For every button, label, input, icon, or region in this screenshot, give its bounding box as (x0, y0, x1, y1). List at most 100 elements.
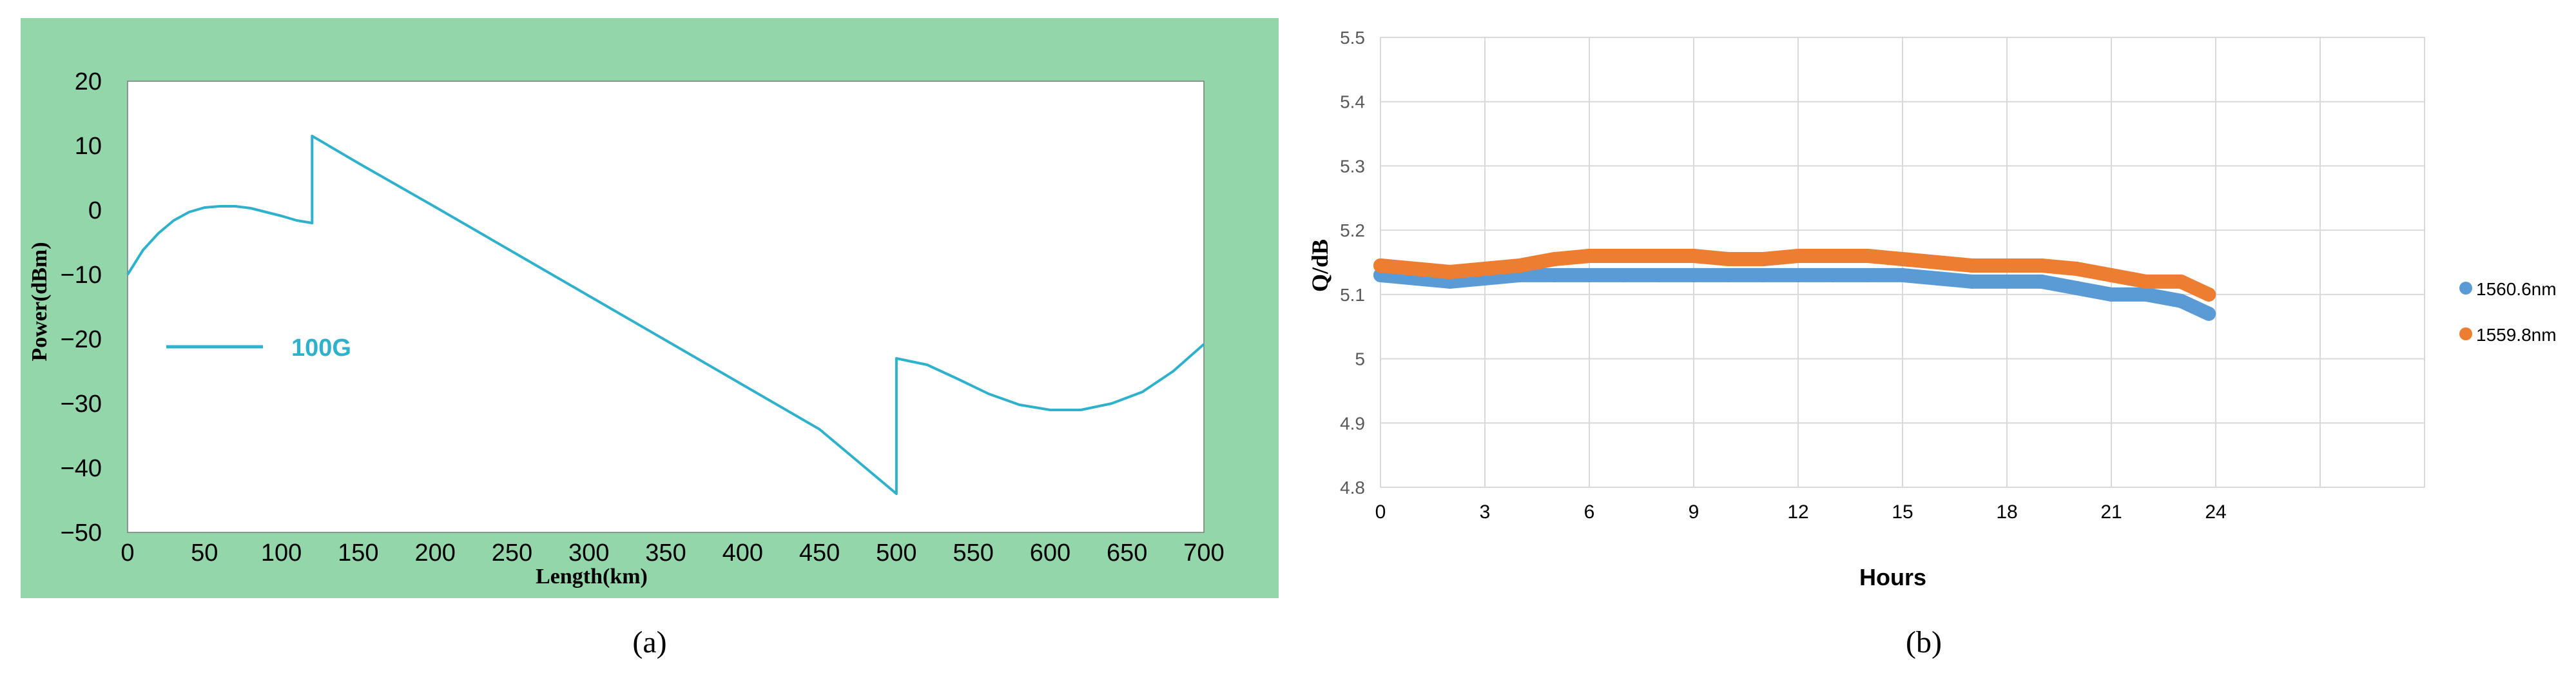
series-point-1559 (1895, 252, 1910, 267)
panel-a-x-tick-label: 300 (568, 539, 609, 567)
panel-b-y-tick-label: 4.9 (1340, 413, 1365, 433)
panel-a-y-tick-label: 10 (75, 133, 102, 160)
legend-label-1560: 1560.6nm (2476, 279, 2557, 299)
series-line-100g (126, 135, 1205, 495)
series-point-1559 (1513, 258, 1527, 273)
series-point-1560 (2035, 274, 2049, 289)
series-point-1559 (2202, 287, 2216, 302)
series-point-1559 (2174, 274, 2188, 289)
panel-a-x-tick-label: 600 (1030, 539, 1070, 567)
panel-a-x-tick-label: 250 (492, 539, 532, 567)
series-point-1559 (1687, 249, 1701, 264)
series-point-1559 (1791, 249, 1805, 264)
series-point-1559 (1652, 249, 1666, 264)
series-point-1559 (1721, 252, 1736, 267)
panel-b-y-tick-label: 5.5 (1340, 28, 1365, 48)
series-point-1560 (1617, 267, 1631, 282)
panel-b-x-tick-label: 21 (2100, 501, 2122, 523)
series-point-1559 (1373, 258, 1388, 273)
series-point-1560 (1895, 267, 1910, 282)
panel-a-x-tick-label: 550 (953, 539, 993, 567)
panel-b-x-tick-label: 3 (1480, 501, 1491, 523)
legend-label-1559: 1559.8nm (2476, 325, 2557, 345)
panel-a-y-tick-label: 20 (75, 68, 102, 95)
panel-b-x-ticks: 0 3 6 9 12 15 18 21 24 (1375, 501, 2227, 523)
series-point-1560 (1965, 274, 1979, 289)
series-point-1560 (2202, 306, 2216, 321)
panel-b-y-tick-label: 5.2 (1340, 220, 1365, 240)
panel-a-x-tick-label: 100 (261, 539, 302, 567)
panel-a-y-tick-label: −50 (61, 520, 102, 547)
panel-a-x-tick-label: 150 (338, 539, 378, 567)
panel-a-y-tick-label: 0 (88, 197, 102, 224)
series-point-1560 (2104, 287, 2118, 302)
series-point-1560 (2174, 293, 2188, 308)
series-point-1560 (1756, 267, 1770, 282)
panel-b-x-tick-label: 6 (1584, 501, 1595, 523)
panel-b-y-tick-label: 5.1 (1340, 285, 1365, 305)
series-point-1560 (1826, 267, 1840, 282)
series-point-1560 (1652, 267, 1666, 282)
panel-b-x-tick-label: 15 (1892, 501, 1913, 523)
series-point-1560 (2069, 280, 2084, 295)
series-point-1559 (1617, 249, 1631, 264)
panel-b-y-axis-label: Q/dB (1307, 239, 1333, 292)
panel-a-x-tick-label: 650 (1107, 539, 1147, 567)
panel-a-x-tick-label: 700 (1183, 539, 1224, 567)
panel-b-series-group (1373, 249, 2216, 321)
series-point-1559 (2035, 258, 2049, 273)
series-point-1559 (1965, 258, 1979, 273)
panel-a-y-tick-label: −20 (61, 326, 102, 353)
panel-b-legend: 1560.6nm 1559.8nm (2459, 279, 2557, 345)
panel-a-y-ticks: 20 10 0 −10 −20 −30 −40 −50 (61, 68, 102, 547)
legend-label-100g: 100G (291, 335, 351, 362)
panel-a-plot-area (127, 81, 1205, 533)
series-point-1560 (1721, 267, 1736, 282)
series-point-1559 (1443, 264, 1457, 279)
panel-a-x-axis-label: Length(km) (536, 565, 648, 588)
panel-b-x-axis-label: Hours (1859, 564, 1926, 590)
legend-marker-1560 (2459, 282, 2472, 295)
panel-a-x-tick-label: 0 (121, 539, 134, 567)
series-point-1559 (1478, 261, 1492, 276)
panel-a-x-tick-label: 50 (191, 539, 218, 567)
panel-b-x-tick-label: 18 (1996, 501, 2017, 523)
panel-a-x-tick-label: 350 (645, 539, 686, 567)
series-point-1559 (1408, 261, 1422, 276)
series-point-1560 (1582, 267, 1596, 282)
panel-a-x-tick-label: 400 (722, 539, 763, 567)
series-point-1560 (2000, 274, 2014, 289)
series-point-1560 (1687, 267, 1701, 282)
series-point-1559 (2069, 261, 2084, 276)
panel-a-y-tick-label: −40 (61, 455, 102, 482)
series-point-1560 (1930, 271, 1944, 286)
panel-b-x-tick-label: 12 (1787, 501, 1808, 523)
panel-b-x-tick-label: 24 (2205, 501, 2226, 523)
series-point-1559 (2104, 267, 2118, 282)
panel-b-x-tick-label: 9 (1689, 501, 1700, 523)
panel-a-series-group (126, 135, 1205, 495)
panel-a-y-tick-label: −10 (61, 262, 102, 289)
series-point-1559 (1582, 249, 1596, 264)
panel-a-legend: 100G (166, 335, 351, 362)
series-point-1559 (1547, 252, 1562, 267)
legend-marker-1559 (2459, 327, 2472, 340)
panel-a-x-tick-label: 200 (414, 539, 455, 567)
panel-a-x-ticks: 0 50 100 150 200 250 300 350 400 450 500 550 600 650 7… (121, 539, 1224, 567)
series-points-1559-group (1373, 249, 2216, 302)
panel-a-caption: (a) (632, 625, 666, 659)
series-point-1560 (1791, 267, 1805, 282)
panel-b-y-tick-label: 5.3 (1340, 156, 1365, 176)
panel-b-y-tick-label: 4.8 (1340, 478, 1365, 498)
panel-b-caption: (b) (1906, 625, 1942, 659)
panel-a-y-axis-label: Power(dBm) (28, 242, 52, 361)
series-point-1559 (2139, 274, 2153, 289)
panel-b-y-tick-label: 5 (1355, 349, 1365, 369)
series-point-1560 (1547, 267, 1562, 282)
panel-b-q-chart: 5.5 5.4 5.3 5.2 5.1 5 4.9 4.8 0 3 6 9 12 15 18 21 24 Ho… (1307, 28, 2557, 590)
series-points-1560-group (1373, 267, 2216, 321)
panel-a-x-tick-label: 450 (799, 539, 840, 567)
panel-a-y-tick-label: −30 (61, 391, 102, 418)
